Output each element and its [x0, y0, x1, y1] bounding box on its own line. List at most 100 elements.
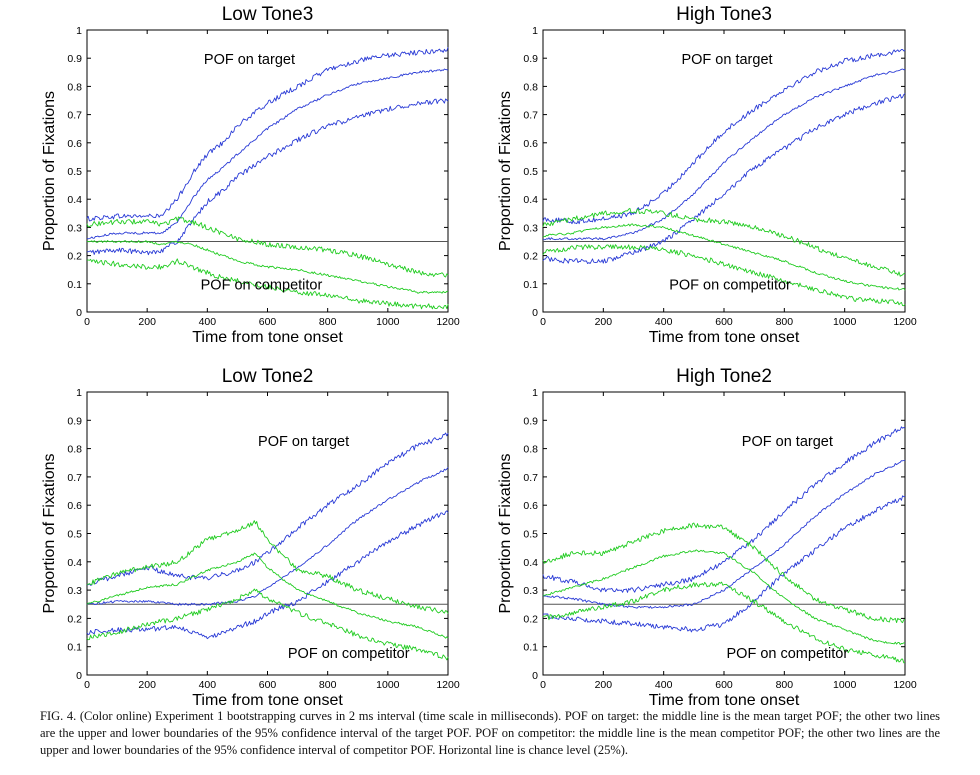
y-tick-label: 0.4 [67, 194, 82, 206]
x-tick-label: 0 [540, 679, 546, 691]
x-axis-label: Time from tone onset [649, 692, 800, 705]
competitor-lower-line [542, 244, 906, 307]
y-tick-label: 0.2 [67, 613, 82, 625]
y-tick-label: 0.2 [523, 251, 538, 263]
y-tick-label: 0.5 [67, 166, 82, 178]
y-axis-label: Proportion of Fixations [41, 453, 58, 613]
x-tick-label: 0 [540, 316, 546, 328]
y-tick-label: 0.4 [523, 557, 538, 569]
x-tick-label: 0 [84, 679, 90, 691]
x-axis-label: Time from tone onset [192, 692, 343, 705]
y-axis-label: Proportion of Fixations [41, 91, 58, 251]
y-axis-label: Proportion of Fixations [497, 453, 514, 613]
competitor-lower-line [542, 581, 906, 664]
x-tick-label: 600 [259, 316, 277, 328]
x-tick-label: 1200 [893, 316, 917, 328]
target-upper-line [86, 432, 449, 586]
annotation-label: POF on competitor [669, 277, 791, 293]
y-tick-label: 0.6 [67, 138, 82, 150]
y-tick-label: 0.2 [67, 251, 82, 263]
competitor-upper-line [542, 522, 906, 624]
x-tick-label: 600 [715, 679, 733, 691]
y-tick-label: 0 [76, 307, 82, 319]
y-tick-label: 0 [532, 307, 538, 319]
x-tick-label: 0 [84, 316, 90, 328]
chart-title: Low Tone3 [222, 4, 314, 25]
annotation-label: POF on competitor [288, 646, 410, 662]
annotation-label: POF on competitor [727, 646, 849, 662]
y-tick-label: 0.3 [67, 585, 82, 597]
y-tick-label: 1 [532, 387, 538, 399]
y-tick-label: 0.3 [523, 222, 538, 234]
x-tick-label: 200 [595, 679, 613, 691]
x-tick-label: 600 [259, 679, 277, 691]
y-tick-label: 1 [532, 25, 538, 37]
y-tick-label: 0.4 [523, 194, 538, 206]
y-tick-label: 0.3 [523, 585, 538, 597]
x-tick-label: 1200 [436, 316, 460, 328]
y-tick-label: 0.6 [523, 138, 538, 150]
y-tick-label: 0.1 [523, 279, 538, 291]
x-tick-label: 400 [655, 679, 673, 691]
figure-caption: FIG. 4. (Color online) Experiment 1 boot… [40, 709, 940, 757]
y-tick-label: 0.1 [67, 642, 82, 654]
annotation-label: POF on target [204, 52, 295, 68]
competitor-lower-line [86, 588, 449, 661]
target-mean-line [542, 459, 906, 609]
y-tick-label: 0.8 [67, 444, 82, 456]
y-tick-label: 0.6 [523, 500, 538, 512]
y-axis-label: Proportion of Fixations [497, 91, 514, 251]
competitor-mean-line [542, 549, 906, 645]
x-tick-label: 1200 [436, 679, 460, 691]
target-lower-line [86, 98, 449, 256]
x-tick-label: 800 [319, 679, 337, 691]
y-tick-label: 0.8 [523, 81, 538, 93]
chart-panel-2: High Tone3 0 200 400 600 800 1000 1200 0 0.1 0.2 0.… [497, 4, 917, 346]
target-mean-line [86, 68, 449, 240]
y-tick-label: 0.5 [523, 166, 538, 178]
y-tick-label: 1 [76, 387, 82, 399]
chart-panel-4: High Tone2 0 200 400 600 800 1000 1200 0 0.1 0.2 0.… [497, 366, 917, 705]
competitor-lower-line [86, 258, 449, 310]
x-tick-label: 800 [776, 679, 794, 691]
annotation-label: POF on target [742, 434, 833, 450]
y-tick-label: 0.7 [67, 110, 82, 122]
x-tick-label: 800 [319, 316, 337, 328]
y-tick-label: 0.1 [523, 642, 538, 654]
chart-title: Low Tone2 [222, 366, 314, 387]
competitor-upper-line [86, 216, 449, 278]
y-tick-label: 0.6 [67, 500, 82, 512]
y-tick-label: 0.4 [67, 557, 82, 569]
competitor-mean-line [86, 552, 449, 639]
x-tick-label: 1000 [833, 679, 857, 691]
target-upper-line [542, 426, 906, 593]
x-tick-label: 1000 [833, 316, 857, 328]
x-tick-label: 200 [138, 679, 156, 691]
x-tick-label: 800 [776, 316, 794, 328]
x-tick-label: 1200 [893, 679, 917, 691]
y-tick-label: 0.9 [523, 53, 538, 65]
y-tick-label: 0.7 [67, 472, 82, 484]
plot-frame [542, 29, 906, 313]
target-mean-line [86, 467, 449, 606]
chart-title: High Tone2 [676, 366, 772, 387]
competitor-upper-line [542, 207, 906, 277]
annotation-label: POF on target [258, 434, 349, 450]
y-tick-label: 0 [532, 670, 538, 682]
chart-title: High Tone3 [676, 4, 772, 25]
y-tick-label: 0.5 [523, 529, 538, 541]
annotation-label: POF on competitor [201, 277, 323, 293]
target-mean-line [543, 68, 906, 241]
x-tick-label: 400 [199, 679, 217, 691]
plot-frame [542, 391, 906, 676]
y-tick-label: 0 [76, 670, 82, 682]
y-tick-label: 0.7 [523, 472, 538, 484]
annotation-label: POF on target [681, 52, 772, 68]
x-tick-label: 400 [655, 316, 673, 328]
target-lower-line [86, 510, 449, 640]
y-tick-label: 0.9 [67, 415, 82, 427]
competitor-mean-line [86, 240, 449, 294]
y-tick-label: 0.2 [523, 613, 538, 625]
y-tick-label: 0.3 [67, 222, 82, 234]
